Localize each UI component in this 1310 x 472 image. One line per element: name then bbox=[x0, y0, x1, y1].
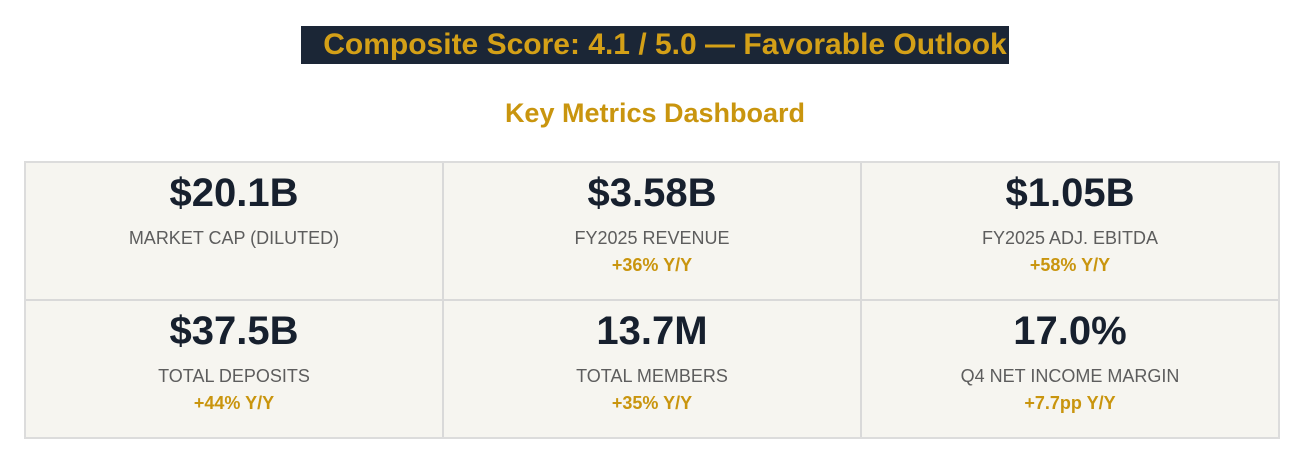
metric-label: FY2025 REVENUE bbox=[574, 228, 730, 248]
metric-change: +58% Y/Y bbox=[1029, 255, 1111, 275]
banner-container: Composite Score: 4.1 / 5.0 — Favorable O… bbox=[0, 26, 1310, 64]
metric-card-market-cap: $20.1B MARKET CAP (DILUTED) bbox=[26, 163, 442, 299]
metric-card-deposits: $37.5B TOTAL DEPOSITS +44% Y/Y bbox=[26, 301, 442, 437]
metric-label: TOTAL DEPOSITS bbox=[158, 366, 310, 386]
metric-value: $1.05B bbox=[1005, 171, 1135, 215]
metric-label: FY2025 ADJ. EBITDA bbox=[981, 228, 1159, 248]
metric-change: +7.7pp Y/Y bbox=[1024, 393, 1116, 413]
composite-score-banner: Composite Score: 4.1 / 5.0 — Favorable O… bbox=[301, 26, 1009, 64]
metric-change: +36% Y/Y bbox=[611, 255, 693, 275]
dashboard-title: Key Metrics Dashboard bbox=[504, 98, 806, 128]
metric-card-members: 13.7M TOTAL MEMBERS +35% Y/Y bbox=[444, 301, 860, 437]
metric-card-revenue: $3.58B FY2025 REVENUE +36% Y/Y bbox=[444, 163, 860, 299]
metric-label: MARKET CAP (DILUTED) bbox=[128, 228, 340, 248]
metrics-grid: $20.1B MARKET CAP (DILUTED) $3.58B FY202… bbox=[24, 161, 1280, 439]
metric-value: $3.58B bbox=[587, 171, 717, 215]
metric-label: TOTAL MEMBERS bbox=[576, 366, 728, 386]
metric-value: $20.1B bbox=[169, 171, 299, 215]
metric-value: 17.0% bbox=[1013, 309, 1127, 353]
metric-card-net-income-margin: 17.0% Q4 NET INCOME MARGIN +7.7pp Y/Y bbox=[862, 301, 1278, 437]
metric-value: 13.7M bbox=[596, 309, 708, 353]
metric-label: Q4 NET INCOME MARGIN bbox=[960, 366, 1180, 386]
metric-change: +35% Y/Y bbox=[611, 393, 693, 413]
metric-change: +44% Y/Y bbox=[193, 393, 275, 413]
metric-card-ebitda: $1.05B FY2025 ADJ. EBITDA +58% Y/Y bbox=[862, 163, 1278, 299]
metric-value: $37.5B bbox=[169, 309, 299, 353]
